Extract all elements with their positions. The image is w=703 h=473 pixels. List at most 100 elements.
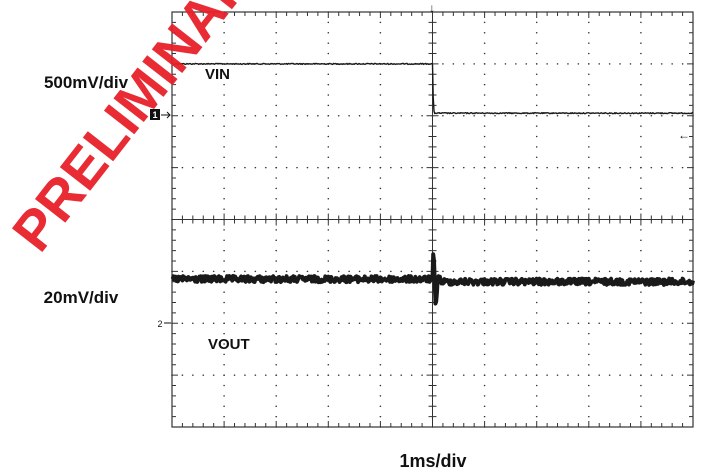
grid-dot [535,332,538,335]
grid-dot [452,114,455,117]
grid-dot [212,374,215,376]
grid-dot [327,166,330,169]
grid-dot [369,374,371,376]
grid-dot [588,114,590,117]
grid-dot [494,322,496,325]
grid-dot [327,125,330,127]
grid-dot [442,166,444,169]
grid-dot [223,353,225,356]
grid-dot [515,322,517,325]
grid-dot [588,343,590,345]
grid-dot [212,114,215,117]
grid-dot [588,42,590,44]
grid-dot [379,21,382,24]
grid-dot [483,291,486,293]
grid-dot [483,135,486,138]
grid-dot [629,322,632,325]
grid-dot [588,177,590,179]
grid-dot [275,229,278,231]
grid-dot [588,21,590,24]
grid-dot [494,270,496,273]
grid-dot [379,384,382,387]
grid-dot [421,270,423,273]
grid-dot [483,301,486,304]
grid-dot [223,229,225,231]
grid-dot [379,415,382,418]
grid-dot [223,104,225,107]
grid-dot [202,270,205,273]
grid-dot [577,322,580,325]
grid-dot [619,270,621,273]
grid-dot [640,395,642,397]
grid-dot [264,322,267,325]
grid-dot [337,114,340,117]
grid-dot [223,239,225,242]
grid-dot [462,63,465,65]
grid-dot [223,322,225,325]
grid-dot [671,374,673,376]
grid-dot [202,322,205,325]
grid-dot [379,332,382,335]
grid-dot [504,322,507,325]
grid-dot [588,166,590,169]
grid-dot [400,322,403,325]
grid-dot [546,322,548,325]
grid-dot [379,249,382,252]
grid-dot [410,322,413,325]
grid-dot [275,384,278,387]
grid-dot [369,114,371,117]
grid-dot [348,114,350,117]
grid-dot [442,322,444,325]
grid-dot [317,114,319,117]
grid-dot [306,114,309,117]
grid-dot [598,374,601,376]
grid-dot [588,415,590,418]
grid-dot [640,291,642,293]
grid-dot [640,260,642,262]
grid-dot [327,177,330,179]
grid-dot [525,270,528,273]
grid-dot [421,322,423,325]
grid-dot [629,270,632,273]
trace-ch1 [171,62,693,115]
grid-dot [535,239,538,242]
grid-dot [327,301,330,304]
grid-dot [483,322,486,325]
grid-dot [588,135,590,138]
trace-ch2 [170,252,695,306]
grid-dot [452,270,455,273]
grid-dot [483,114,486,117]
grid-dot [379,177,382,179]
scope-grid [171,11,694,428]
grid-dot [483,42,486,44]
grid-dot [421,374,423,376]
grid-dot [588,31,590,34]
grid-dot [379,322,382,325]
grid-dot [535,104,538,107]
grid-dot [504,166,507,169]
grid-dot [483,374,486,376]
grid-dot [244,270,246,273]
grid-dot [400,270,403,273]
grid-dot [379,405,382,408]
grid-dot [483,52,486,55]
grid-dot [535,31,538,34]
grid-dot [275,146,278,148]
grid-dot [379,31,382,34]
grid-dot [588,301,590,304]
grid-dot [640,42,642,44]
grid-dot [223,249,225,252]
grid-dot [442,63,444,65]
grid-dot [567,322,569,325]
grid-dot [619,114,621,117]
grid-dot [327,52,330,55]
grid-dot [588,249,590,252]
grid-dot [483,415,486,418]
grid-dot [588,384,590,387]
grid-dot [390,114,392,117]
grid-dot [681,322,684,325]
grid-dot [327,42,330,44]
grid-dot [535,229,538,231]
grid-dot [327,21,330,24]
grid-dot [223,73,225,76]
